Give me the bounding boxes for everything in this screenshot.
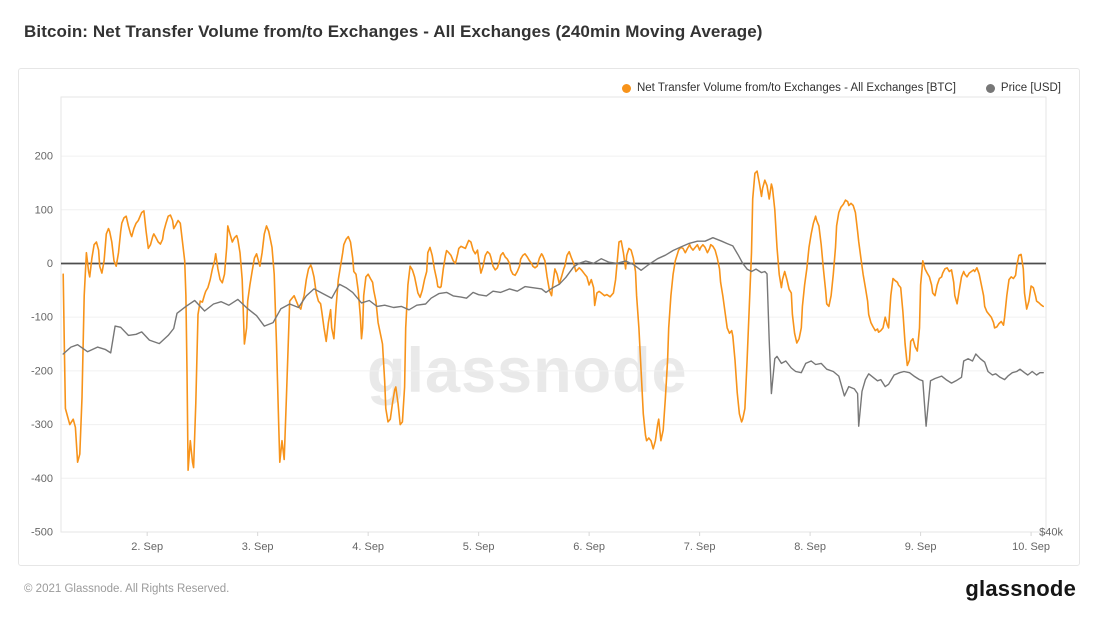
legend-label-net-transfer-volume: Net Transfer Volume from/to Exchanges - … xyxy=(636,82,956,94)
y-axis-tick-label: -200 xyxy=(31,365,53,377)
x-axis-tick-label: 4. Sep xyxy=(352,541,384,553)
x-axis-tick-label: 3. Sep xyxy=(242,541,274,553)
x-axis-tick-label: 2. Sep xyxy=(131,541,163,553)
series-line-net-transfer-volume xyxy=(62,170,1044,472)
chart-title: Bitcoin: Net Transfer Volume from/to Exc… xyxy=(24,22,763,41)
legend-item-price[interactable]: Price [USD] xyxy=(985,82,1061,94)
copyright-text: © 2021 Glassnode. All Rights Reserved. xyxy=(24,583,230,595)
y-axis-tick-label: -400 xyxy=(31,473,53,485)
y-axis-tick-label: 0 xyxy=(47,258,53,270)
right-axis-tick-label: $40k xyxy=(1039,527,1063,539)
x-axis-tick-label: 8. Sep xyxy=(794,541,826,553)
chart-card: glassnode 200 100 0 -100 -200 -300 -400 -500 2. … xyxy=(18,68,1080,566)
plot-border xyxy=(60,96,1047,533)
y-axis-tick-label: -300 xyxy=(31,419,53,431)
chart-legend: Net Transfer Volume from/to Exchanges - … xyxy=(621,82,1061,94)
chart-plot-area: 200 100 0 -100 -200 -300 -400 -500 2. Sep 3. Sep 4… xyxy=(31,96,1063,553)
legend-marker-net-transfer-volume xyxy=(621,83,631,93)
x-axis-tick-label: 6. Sep xyxy=(573,541,605,553)
y-axis-tick-label: 200 xyxy=(35,151,53,163)
legend-item-net-transfer-volume[interactable]: Net Transfer Volume from/to Exchanges - … xyxy=(621,82,956,94)
x-axis-tick-label: 5. Sep xyxy=(463,541,495,553)
y-axis-tick-label: -500 xyxy=(31,527,53,539)
glassnode-logo[interactable]: glassnode xyxy=(965,576,1076,601)
legend-label-price: Price [USD] xyxy=(1000,82,1061,94)
x-axis-tick-label: 9. Sep xyxy=(905,541,937,553)
series-line-price xyxy=(62,236,1044,427)
x-axis-tick-label: 7. Sep xyxy=(684,541,716,553)
x-axis-tick-label: 10. Sep xyxy=(1012,541,1050,553)
y-axis-tick-label: -100 xyxy=(31,312,53,324)
legend-marker-price xyxy=(985,83,995,93)
y-axis-tick-label: 100 xyxy=(35,204,53,216)
